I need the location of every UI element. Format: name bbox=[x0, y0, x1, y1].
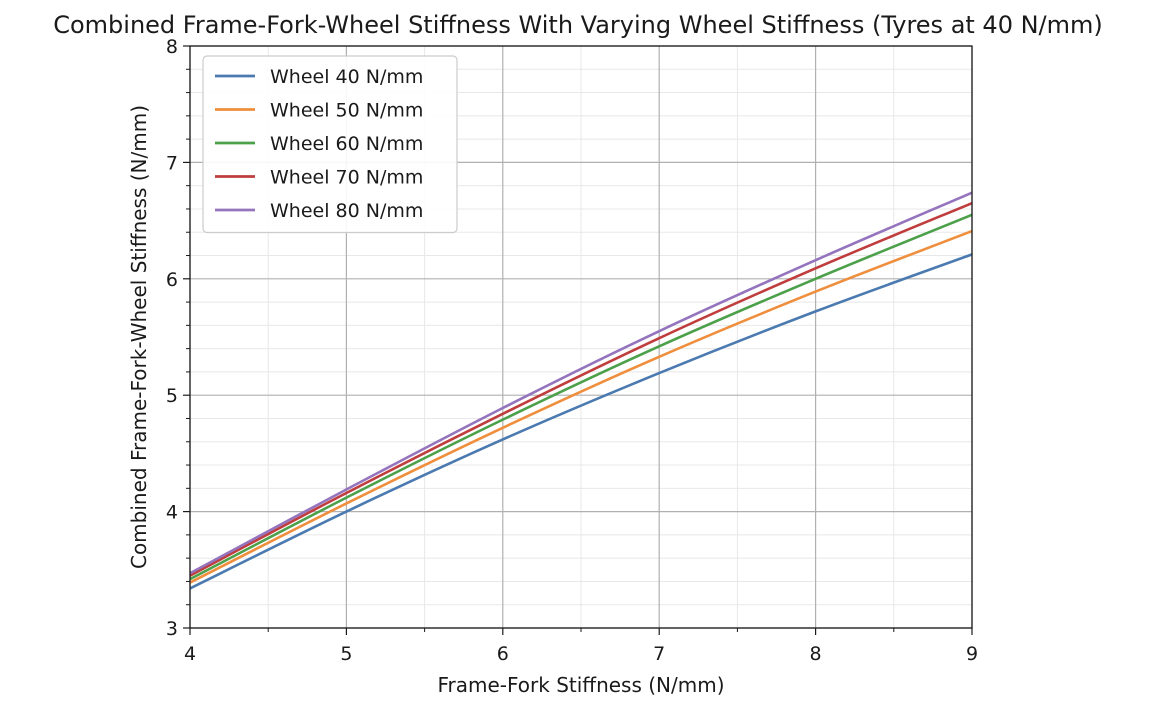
series-line-wheel-4 bbox=[189, 201, 973, 577]
legend-label: Wheel 40 N/mm bbox=[270, 66, 423, 88]
x-tick-label: 9 bbox=[966, 643, 978, 665]
series-line-wheel-2 bbox=[189, 229, 973, 584]
series-line-wheel-5 bbox=[189, 191, 973, 575]
legend-box bbox=[202, 55, 458, 234]
axis-ticks bbox=[183, 45, 973, 635]
y-tick-label: 7 bbox=[166, 152, 178, 174]
x-tick-label: 6 bbox=[497, 643, 509, 665]
legend-label: Wheel 60 N/mm bbox=[270, 133, 423, 155]
y-tick-label: 5 bbox=[166, 385, 178, 407]
y-tick-label: 4 bbox=[166, 502, 178, 524]
minor-grid bbox=[190, 46, 972, 628]
legend-label: Wheel 80 N/mm bbox=[270, 200, 423, 222]
y-tick-label: 3 bbox=[166, 618, 178, 640]
series-lines bbox=[189, 191, 973, 590]
legend: Wheel 40 N/mm Wheel 50 N/mm Wheel 60 N/mm W… bbox=[202, 55, 458, 234]
legend-label: Wheel 50 N/mm bbox=[270, 100, 423, 122]
x-tick-label: 7 bbox=[653, 643, 665, 665]
x-axis-label: Frame-Fork Stiffness (N/mm) bbox=[437, 673, 724, 697]
x-tick-label: 4 bbox=[184, 643, 196, 665]
chart-title: Combined Frame-Fork-Wheel Stiffness With… bbox=[53, 11, 1103, 39]
series-line-wheel-3 bbox=[189, 213, 973, 581]
x-tick-label: 5 bbox=[340, 643, 352, 665]
y-axis-label: Combined Frame-Fork-Wheel Stiffness (N/m… bbox=[127, 105, 151, 569]
y-tick-label: 6 bbox=[166, 269, 178, 291]
legend-label: Wheel 70 N/mm bbox=[270, 167, 423, 189]
series-line-wheel-1 bbox=[189, 253, 973, 590]
x-tick-label: 8 bbox=[810, 643, 822, 665]
y-tick-label: 8 bbox=[166, 36, 178, 58]
